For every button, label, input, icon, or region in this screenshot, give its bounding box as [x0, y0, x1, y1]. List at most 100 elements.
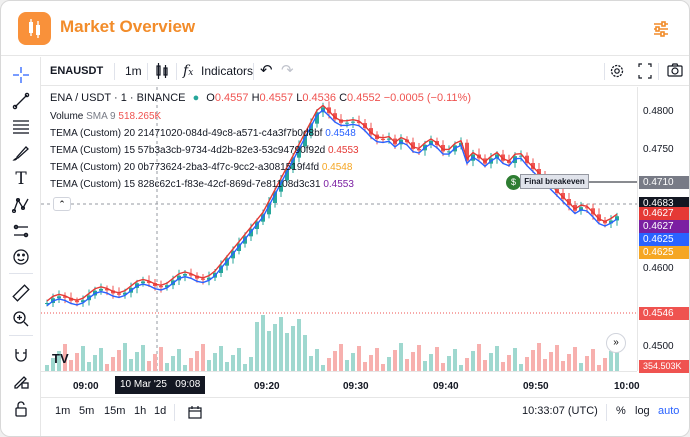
auto-scale-toggle[interactable]: auto [658, 405, 680, 417]
volume-bar [201, 344, 205, 371]
candle-body [387, 138, 391, 140]
volume-bar [441, 363, 445, 371]
volume-bar [63, 344, 67, 371]
range-1m-button[interactable]: 1m [55, 405, 71, 417]
fullscreen-icon[interactable] [637, 57, 653, 85]
candle-body [81, 300, 85, 303]
legend-volume-row[interactable]: Volume SMA 9 518.265K [50, 111, 162, 122]
chart-settings-gear-icon[interactable] [609, 57, 625, 85]
breakeven-marker-icon[interactable]: $ [506, 175, 521, 190]
interval-button[interactable]: 1m [125, 64, 142, 78]
candle-body [441, 144, 445, 152]
volume-bar [543, 359, 547, 371]
time-axis[interactable]: 09:00 09:20 09:30 09:40 09:50 10:00 10 M… [41, 371, 640, 397]
time-tick: 09:50 [523, 381, 549, 392]
redo-icon[interactable]: ↷ [281, 62, 294, 79]
final-breakeven-label[interactable]: Final breakeven [520, 174, 589, 189]
camera-screenshot-icon[interactable] [666, 57, 684, 85]
ruler-icon[interactable] [11, 283, 31, 303]
collapse-legend-chevron-icon[interactable]: ⌃ [53, 197, 71, 211]
volume-bar [237, 348, 241, 371]
volume-bar [273, 324, 277, 371]
brush-icon[interactable] [11, 143, 31, 163]
indicators-button[interactable]: Indicators [201, 64, 254, 78]
indicators-icon[interactable]: fx [183, 63, 194, 79]
trend-line-icon[interactable] [11, 91, 31, 111]
range-5m-button[interactable]: 5m [79, 405, 95, 417]
symbol-search-button[interactable]: ENAUSDT [50, 65, 104, 77]
candle-body [63, 296, 67, 298]
candle-type-icon[interactable] [154, 57, 170, 85]
zoom-in-icon[interactable] [11, 309, 31, 329]
percent-scale-toggle[interactable]: % [616, 405, 626, 417]
volume-bar [453, 349, 457, 371]
range-1h-button[interactable]: 1h [134, 405, 147, 417]
legend-tema-1[interactable]: TEMA (Custom) 20 21471020-084d-49c8-a571… [50, 128, 356, 139]
volume-bar [123, 343, 127, 371]
magnet-icon[interactable] [11, 345, 31, 365]
header: Market Overview [1, 1, 689, 56]
volume-bar [111, 357, 115, 371]
tema-blue-line [46, 109, 618, 307]
tema-blue-price-badge: 0.4625 [639, 233, 689, 246]
fib-lines-icon[interactable] [11, 117, 31, 137]
volume-bar [597, 365, 601, 371]
goto-date-icon[interactable] [187, 405, 203, 422]
volume-bar [555, 345, 559, 371]
crosshair-cursor-icon[interactable] [11, 65, 31, 85]
tema-red-price-badge: 0.4627 [639, 207, 689, 220]
breakeven-price-badge: 0.4546 [639, 307, 689, 320]
candle-body [189, 273, 193, 276]
tema-yellow-price-badge: 0.4625 [639, 246, 689, 259]
candle-body [345, 122, 349, 124]
range-1d-button[interactable]: 1d [154, 405, 167, 417]
candle-body [297, 146, 301, 158]
volume-bar [309, 356, 313, 371]
volume-bar [501, 362, 505, 371]
prediction-icon[interactable] [11, 221, 31, 241]
volume-bar [315, 349, 319, 371]
candle-body [183, 273, 187, 276]
price-chart-pane[interactable]: ENA / USDT · 1 · BINANCE ● O0.4557 H0.45… [41, 87, 637, 371]
volume-bar [177, 349, 181, 371]
volume-bar [447, 356, 451, 371]
price-axis[interactable]: 0.4800 0.4750 0.4600 0.4500 0.4710 0.468… [637, 87, 689, 373]
volume-bar [603, 358, 607, 371]
sliders-icon[interactable] [651, 19, 671, 39]
price-tick: 0.4500 [643, 341, 674, 352]
lock-icon[interactable] [11, 399, 31, 419]
legend-tema-2[interactable]: TEMA (Custom) 15 57b3a3cb-9734-4d2b-82e3… [50, 145, 359, 156]
emoji-icon[interactable] [11, 247, 31, 267]
volume-bar [165, 363, 169, 371]
volume-bar [279, 317, 283, 371]
range-15m-button[interactable]: 15m [104, 405, 126, 417]
volume-bar [321, 365, 325, 371]
price-tick: 0.4600 [643, 263, 674, 274]
volume-bar [369, 355, 373, 371]
candle-body [597, 214, 601, 222]
volume-bar [117, 350, 121, 371]
volume-bar [567, 354, 571, 371]
lock-drawings-pencil-icon[interactable] [11, 371, 31, 391]
volume-bar [477, 344, 481, 371]
volume-bar [549, 352, 553, 371]
undo-icon[interactable]: ↶ [260, 62, 273, 79]
pattern-icon[interactable] [11, 195, 31, 215]
text-tool-icon[interactable]: T [15, 169, 27, 189]
legend-tema-3[interactable]: TEMA (Custom) 20 0b773624-2ba3-4f7c-9cc2… [50, 162, 353, 173]
volume-bar [231, 355, 235, 371]
volume-bar [489, 353, 493, 371]
utc-clock[interactable]: 10:33:07 (UTC) [522, 405, 598, 417]
volume-bar [189, 358, 193, 371]
legend-tema-4[interactable]: TEMA (Custom) 15 828c62c1-f83e-42cf-869d… [50, 179, 354, 190]
volume-bar [381, 364, 385, 371]
tradingview-logo-icon[interactable]: TV [52, 351, 69, 366]
volume-bar [249, 357, 253, 371]
candle-body [531, 163, 535, 169]
tema-purple-price-badge: 0.4627 [639, 220, 689, 233]
candle-body [141, 281, 145, 284]
scroll-to-realtime-icon[interactable]: » [606, 333, 626, 353]
bottom-toolbar: 1m 5m 15m 1h 1d 10:33:07 (UTC) % log aut… [41, 397, 689, 436]
log-scale-toggle[interactable]: log [635, 405, 650, 417]
